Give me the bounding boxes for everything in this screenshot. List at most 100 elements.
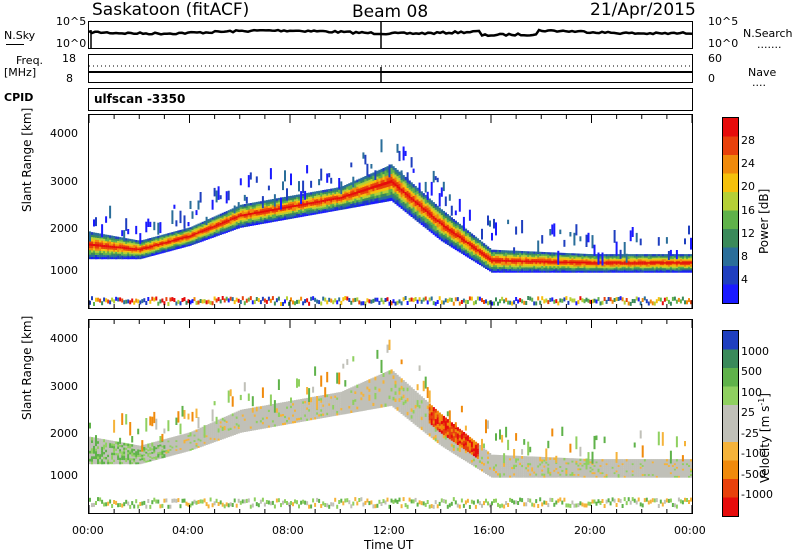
power-cell <box>304 206 307 209</box>
power-cell <box>350 162 353 168</box>
power-cell <box>583 262 586 265</box>
power-colorbar-fill <box>723 118 738 304</box>
power-cell <box>651 263 654 266</box>
power-cell <box>515 265 518 268</box>
power-cell <box>493 218 495 229</box>
power-cell <box>235 208 238 211</box>
velocity-cell <box>157 453 160 456</box>
power-cell <box>565 262 568 265</box>
power-cell <box>603 254 606 257</box>
velocity-cell <box>207 426 210 429</box>
power-cell <box>125 239 128 243</box>
power-cell <box>280 212 283 215</box>
power-cell <box>159 247 162 250</box>
power-cell <box>219 299 222 304</box>
power-cell <box>288 203 291 207</box>
power-cell <box>231 222 234 226</box>
power-cell <box>392 166 395 170</box>
power-cell <box>663 264 667 267</box>
power-cell <box>101 248 104 251</box>
power-cell <box>460 246 464 250</box>
power-cell <box>659 261 662 264</box>
velocity-cell <box>199 429 202 433</box>
power-cell <box>458 237 461 241</box>
power-cell <box>263 202 267 205</box>
power-cell <box>466 234 470 238</box>
power-cell <box>569 254 572 257</box>
power-cell <box>245 216 248 220</box>
power-cell <box>657 266 660 269</box>
power-cell <box>121 237 124 240</box>
power-cell <box>302 199 305 202</box>
power-cell <box>153 297 156 302</box>
power-cell <box>239 206 242 210</box>
velocity-cell <box>177 448 180 451</box>
velocity-cell <box>231 419 234 423</box>
power-cell <box>613 270 616 273</box>
power-cell <box>686 257 689 260</box>
power-cell <box>356 188 359 192</box>
power-cell <box>316 208 319 211</box>
power-cell <box>296 196 299 200</box>
power-cell <box>131 240 134 244</box>
power-cell <box>101 252 104 256</box>
power-cell <box>215 215 218 218</box>
power-cell <box>438 228 441 232</box>
power-cell <box>257 207 260 210</box>
velocity-cell <box>205 428 208 432</box>
power-cell <box>298 198 301 201</box>
power-cell <box>645 260 648 263</box>
power-cell <box>430 208 433 212</box>
power-cell <box>416 187 419 192</box>
power-cell <box>143 254 146 257</box>
power-cell <box>410 196 413 200</box>
velocity-cell <box>183 450 186 453</box>
power-cell <box>251 202 254 206</box>
power-cell <box>529 266 532 270</box>
power-cell <box>436 232 439 236</box>
power-cell <box>107 234 110 238</box>
colorbar-tick-label: 8 <box>741 250 748 263</box>
power-cell <box>231 208 234 211</box>
velocity-cell <box>231 417 234 421</box>
power-cell <box>273 209 277 213</box>
power-cell <box>374 170 377 180</box>
power-cell <box>251 212 254 215</box>
power-cell <box>211 232 214 235</box>
power-cell <box>669 257 673 260</box>
power-cell <box>665 263 669 266</box>
power-cell <box>593 255 596 258</box>
power-cell <box>563 264 566 267</box>
power-cell <box>221 230 224 233</box>
velocity-cell <box>199 442 202 446</box>
power-cell <box>613 269 616 272</box>
power-cell <box>113 249 116 252</box>
power-cell <box>117 256 120 260</box>
power-cell <box>671 266 675 269</box>
power-cell <box>577 253 580 256</box>
velocity-cell <box>115 500 118 505</box>
power-cell <box>493 253 496 256</box>
power-cell <box>647 270 650 273</box>
cpid-panel <box>88 88 693 111</box>
power-cell <box>219 195 222 200</box>
power-cell <box>145 245 148 248</box>
power-cell <box>113 299 116 304</box>
power-cell <box>394 168 397 172</box>
power-cell <box>352 187 355 191</box>
power-cell <box>611 299 614 304</box>
velocity-cell <box>155 445 158 448</box>
power-cell <box>348 195 351 199</box>
power-cell <box>251 219 254 222</box>
power-cell <box>368 199 371 203</box>
power-cell <box>533 260 536 263</box>
power-cell <box>637 261 640 264</box>
power-cell <box>569 257 572 261</box>
power-cell <box>304 198 307 202</box>
power-cell <box>251 215 254 219</box>
velocity-cell <box>195 436 198 440</box>
power-cell <box>408 206 411 210</box>
power-cell <box>651 301 654 306</box>
power-cell <box>205 231 208 234</box>
power-cell <box>478 252 482 255</box>
